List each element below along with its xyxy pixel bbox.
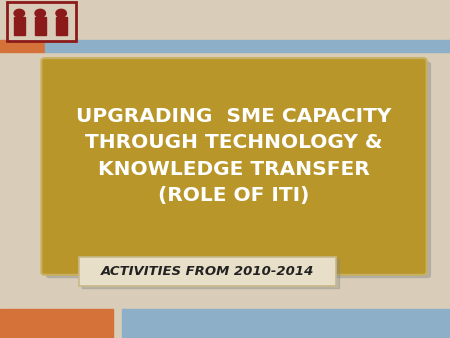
Bar [56, 17, 67, 35]
Text: ACTIVITIES FROM 2010-2014: ACTIVITIES FROM 2010-2014 [101, 265, 314, 278]
Bar [45, 40, 450, 52]
Circle shape [14, 9, 25, 17]
Text: UPGRADING  SME CAPACITY
THROUGH TECHNOLOGY &
KNOWLEDGE TRANSFER
(ROLE OF ITI): UPGRADING SME CAPACITY THROUGH TECHNOLOG… [76, 107, 392, 205]
Circle shape [56, 9, 67, 17]
Bar [7, 2, 77, 41]
Bar [0, 40, 45, 52]
Bar [0, 309, 112, 338]
FancyBboxPatch shape [41, 58, 427, 275]
Bar [82, 259, 339, 288]
Bar [122, 309, 450, 338]
Bar [35, 17, 46, 35]
Bar [79, 257, 336, 286]
Bar [14, 17, 25, 35]
FancyBboxPatch shape [46, 62, 431, 278]
Circle shape [35, 9, 45, 17]
